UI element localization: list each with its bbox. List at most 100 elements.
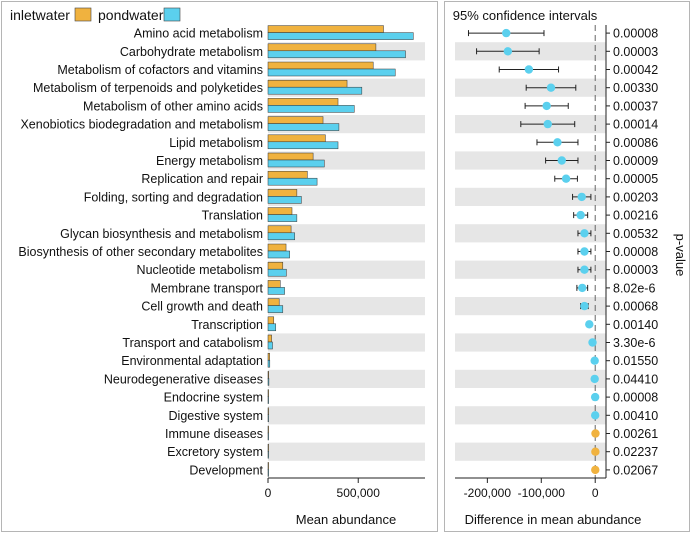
- ci-point: [591, 465, 600, 475]
- p-value-label: 0.00203: [613, 190, 658, 204]
- category-label: Metabolism of cofactors and vitamins: [57, 63, 263, 77]
- bar-x-tick-label: 0: [265, 486, 272, 500]
- bar-inletwater: [267, 334, 272, 343]
- legend-label-pondwater: pondwater: [98, 7, 164, 23]
- bar-pondwater: [267, 123, 340, 131]
- row-band: [268, 260, 425, 279]
- row-band: [455, 187, 606, 206]
- row-band: [268, 187, 425, 206]
- bar-pondwater: [267, 214, 298, 222]
- row-band: [268, 442, 425, 461]
- row-band: [268, 369, 425, 388]
- bar-pondwater: [267, 232, 295, 241]
- bar-inletwater: [267, 207, 293, 215]
- row-band: [268, 224, 425, 243]
- category-label: Digestive system: [169, 409, 263, 423]
- bar-pondwater: [267, 469, 269, 477]
- row-band: [455, 333, 606, 352]
- p-value-label: 0.00261: [613, 427, 658, 441]
- p-value-label: 0.00216: [613, 209, 658, 223]
- ci-point: [543, 119, 552, 129]
- bar-pondwater: [267, 196, 302, 204]
- bar-inletwater: [267, 407, 269, 416]
- bar-pondwater: [267, 305, 284, 313]
- ci-point: [590, 374, 599, 384]
- bar-pondwater: [267, 68, 396, 77]
- ci-point: [580, 229, 589, 238]
- bar-inletwater: [267, 371, 269, 379]
- p-value-label: 0.02237: [613, 445, 658, 459]
- p-value-label: 0.00140: [613, 318, 658, 332]
- ci-point: [591, 447, 600, 456]
- category-label: Development: [189, 463, 263, 477]
- bar-inletwater: [267, 462, 269, 470]
- bar-pondwater: [267, 450, 269, 459]
- bar-pondwater: [267, 50, 406, 59]
- ci-point: [524, 65, 534, 74]
- category-label: Cell growth and death: [141, 300, 263, 314]
- bar-pondwater: [267, 159, 325, 168]
- ci-point: [588, 338, 597, 347]
- row-band: [268, 297, 425, 316]
- p-value-label: 0.00532: [613, 227, 658, 241]
- bar-x-tick-label: 500,000: [337, 486, 381, 500]
- row-band: [455, 224, 606, 243]
- ci-point: [502, 28, 511, 38]
- category-label: Environmental adaptation: [121, 354, 263, 368]
- ci-point: [591, 429, 600, 438]
- category-label: Replication and repair: [141, 172, 263, 186]
- bar-pondwater: [267, 268, 287, 277]
- ci-point: [580, 265, 589, 274]
- category-label: Excretory system: [167, 445, 263, 459]
- ci-panel-title: 95% confidence intervals: [453, 8, 598, 23]
- p-value-label: 0.00003: [613, 263, 658, 277]
- bar-pondwater: [267, 432, 269, 441]
- category-label: Biosynthesis of other secondary metaboli…: [18, 245, 263, 259]
- bar-inletwater: [267, 443, 269, 452]
- ci-point: [590, 411, 600, 420]
- p-value-label: 0.00003: [613, 45, 658, 59]
- category-label: Metabolism of other amino acids: [83, 99, 263, 113]
- bar-inletwater: [267, 98, 339, 106]
- row-band: [455, 442, 606, 461]
- ci-point: [590, 356, 599, 365]
- ci-point: [578, 283, 587, 293]
- category-label: Folding, sorting and degradation: [84, 190, 263, 204]
- row-band: [455, 151, 606, 170]
- p-value-label: 0.00068: [613, 300, 658, 314]
- bar-inletwater: [267, 298, 280, 306]
- ci-point: [561, 174, 571, 183]
- p-value-label: 0.01550: [613, 354, 658, 368]
- category-label: Neurodegenerative diseases: [104, 372, 263, 386]
- category-label: Transcription: [191, 318, 263, 332]
- category-label: Endocrine system: [164, 391, 263, 405]
- bar-inletwater: [267, 389, 269, 397]
- bar-inletwater: [267, 425, 269, 434]
- bar-pondwater: [267, 414, 269, 423]
- category-label: Membrane transport: [150, 281, 263, 295]
- p-value-label: 0.00037: [613, 99, 658, 113]
- bar-inletwater: [267, 25, 384, 33]
- ci-point: [503, 47, 513, 56]
- ci-x-tick-label: -100,000: [518, 486, 566, 500]
- ci-point: [542, 101, 551, 111]
- bar-pondwater: [267, 378, 270, 386]
- p-value-label: 0.00008: [613, 245, 658, 259]
- p-value-label: 0.00009: [613, 154, 658, 168]
- ci-point: [585, 320, 594, 329]
- row-band: [268, 406, 425, 425]
- bar-inletwater: [267, 261, 284, 270]
- bar-pondwater: [267, 250, 290, 259]
- category-label: Glycan biosynthesis and metabolism: [60, 227, 263, 241]
- p-value-axis-title: p-value: [673, 234, 688, 277]
- bar-pondwater: [267, 32, 414, 40]
- p-value-label: 0.04410: [613, 372, 658, 386]
- category-label: Metabolism of terpenoids and polyketides: [33, 81, 263, 95]
- bar-pondwater: [267, 86, 363, 95]
- row-band: [455, 260, 606, 279]
- bar-pondwater: [267, 359, 271, 368]
- legend-swatch-pondwater: [163, 7, 181, 22]
- ci-point: [577, 192, 586, 202]
- ci-point: [557, 156, 566, 165]
